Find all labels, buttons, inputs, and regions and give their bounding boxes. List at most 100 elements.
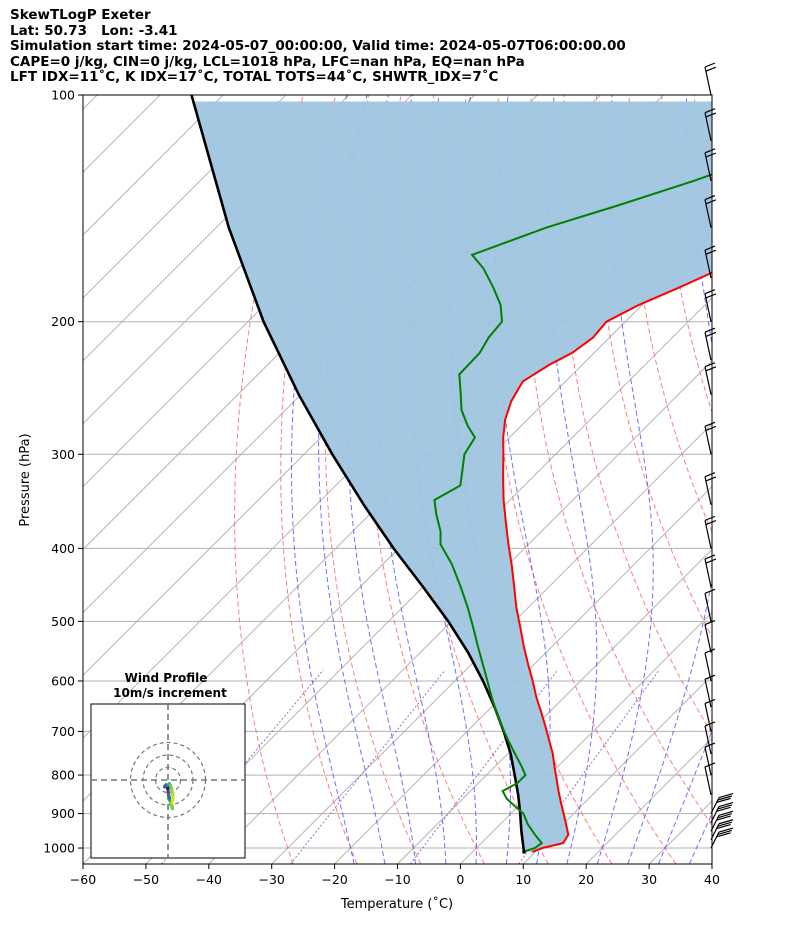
wind-barb-flag — [718, 819, 734, 825]
wind-barb-flag — [717, 821, 732, 827]
wind-barb-flag — [705, 520, 717, 526]
wind-barb — [704, 327, 717, 361]
wind-barb-staff — [710, 823, 720, 841]
y-tick-label: 600 — [51, 674, 75, 689]
wind-barb-staff — [704, 249, 712, 279]
wind-barb — [704, 421, 717, 455]
y-tick-label: 500 — [51, 614, 75, 629]
wind-barb — [710, 827, 734, 849]
wind-barb-staff — [704, 679, 712, 708]
x-tick-label: −50 — [133, 872, 159, 887]
wind-barb-flag — [704, 148, 716, 154]
isotherm--30 — [271, 422, 712, 864]
dry-adiabat — [367, 95, 485, 864]
wind-barb-flag — [718, 827, 734, 833]
wind-barb-flag — [704, 619, 716, 626]
temperature-line — [502, 271, 712, 853]
wind-barb — [704, 245, 717, 279]
wind-barb — [704, 619, 716, 653]
hodograph-subtitle: 10m/s increment — [113, 686, 227, 700]
wind-barb-flag — [704, 245, 716, 251]
axes-layer: −60 −50 −40 −30 −20 −10 0 10 20 30 40 1000 900 800 700… — [43, 88, 720, 888]
x-tick-label: 10 — [515, 872, 531, 887]
isotherm--40 — [208, 360, 712, 864]
x-tick-label: 20 — [578, 872, 594, 887]
wind-barb — [704, 762, 716, 796]
hodograph-plot — [91, 704, 245, 858]
wind-barb-flag — [704, 648, 716, 654]
y-tick-label: 100 — [51, 88, 75, 103]
moist-adiabat — [658, 729, 712, 864]
wind-barb — [704, 648, 716, 682]
wind-barb-staff — [704, 66, 712, 96]
wind-barb — [704, 362, 717, 395]
wind-barb-staff — [710, 806, 720, 823]
wind-barb — [710, 801, 734, 823]
dry-adiabat — [661, 95, 712, 414]
wind-barb-flag — [704, 62, 716, 68]
wind-barbs — [704, 62, 734, 849]
moist-adiabat — [291, 95, 355, 864]
wind-barb-staff — [704, 652, 712, 682]
y-tick-label: 300 — [51, 447, 75, 462]
wind-barb-flag — [716, 815, 731, 821]
x-tick-label: 30 — [641, 872, 657, 887]
wind-barb-flag — [717, 813, 732, 819]
location-line: Lat: 50.73 Lon: -3.41 — [10, 22, 178, 39]
wind-barb-flag — [705, 66, 717, 72]
hodograph-title: Wind Profile — [125, 671, 208, 685]
wind-barb — [704, 588, 716, 622]
chart-title: SkewTLogP Exeter — [10, 7, 151, 23]
y-tick-label: 900 — [51, 806, 75, 821]
wind-barb-staff — [704, 199, 712, 228]
wind-barb-staff — [704, 476, 712, 505]
wind-barb-flag — [704, 515, 716, 521]
wind-barb — [704, 472, 717, 505]
moist-adiabat — [627, 95, 712, 864]
dry-adiabat — [594, 95, 712, 639]
x-tick-label: −60 — [70, 872, 96, 887]
wind-barb-flag — [705, 199, 717, 205]
moist-adiabat — [720, 95, 794, 864]
wind-barb — [704, 195, 717, 228]
wind-barb-flag — [704, 289, 716, 295]
isotherm--160 — [83, 95, 224, 236]
wind-barb-staff — [704, 152, 712, 181]
isotherm--150 — [83, 95, 287, 299]
wind-barb-staff — [704, 624, 712, 653]
wind-barb-flag — [704, 742, 716, 748]
wind-barb-flag — [705, 152, 717, 158]
cape-line: CAPE=0 j/kg, CIN=0 j/kg, LCL=1018 hPa, L… — [10, 53, 525, 70]
wind-barb-flag — [705, 558, 717, 564]
isotherm-10 — [522, 674, 712, 864]
wind-barb-staff — [704, 426, 712, 455]
wind-barb-staff — [704, 293, 712, 322]
wind-barb — [704, 554, 717, 588]
moist-adiabat — [596, 95, 654, 864]
x-tick-label: −20 — [321, 872, 347, 887]
wind-barb — [704, 148, 717, 181]
isotherm--20 — [334, 485, 712, 864]
lcl-marker — [522, 850, 526, 854]
wind-barb-staff — [710, 815, 720, 832]
wind-barb-flag — [718, 810, 734, 816]
wind-barb-staff — [704, 593, 712, 622]
wind-barb-staff — [704, 558, 712, 588]
wind-barb-flag — [705, 331, 717, 337]
wind-barb-flag — [704, 472, 716, 478]
wind-barb-flag — [704, 327, 716, 333]
wind-barb-flag — [704, 362, 716, 368]
wind-barb-staff — [710, 831, 720, 849]
x-tick-label: −30 — [259, 872, 285, 887]
dry-adiabat — [727, 95, 794, 864]
wind-barb — [704, 515, 717, 549]
x-tick-label: 40 — [704, 872, 720, 887]
data-layer — [190, 95, 712, 854]
y-tick-label: 700 — [51, 724, 75, 739]
wind-barb-flag — [705, 249, 717, 255]
indices-line: LFT IDX=11˚C, K IDX=17˚C, TOTAL TOTS=44˚… — [10, 69, 499, 85]
x-axis-label: Temperature (˚C) — [340, 896, 453, 912]
isotherm--50 — [145, 297, 712, 864]
x-tick-label: −10 — [384, 872, 410, 887]
